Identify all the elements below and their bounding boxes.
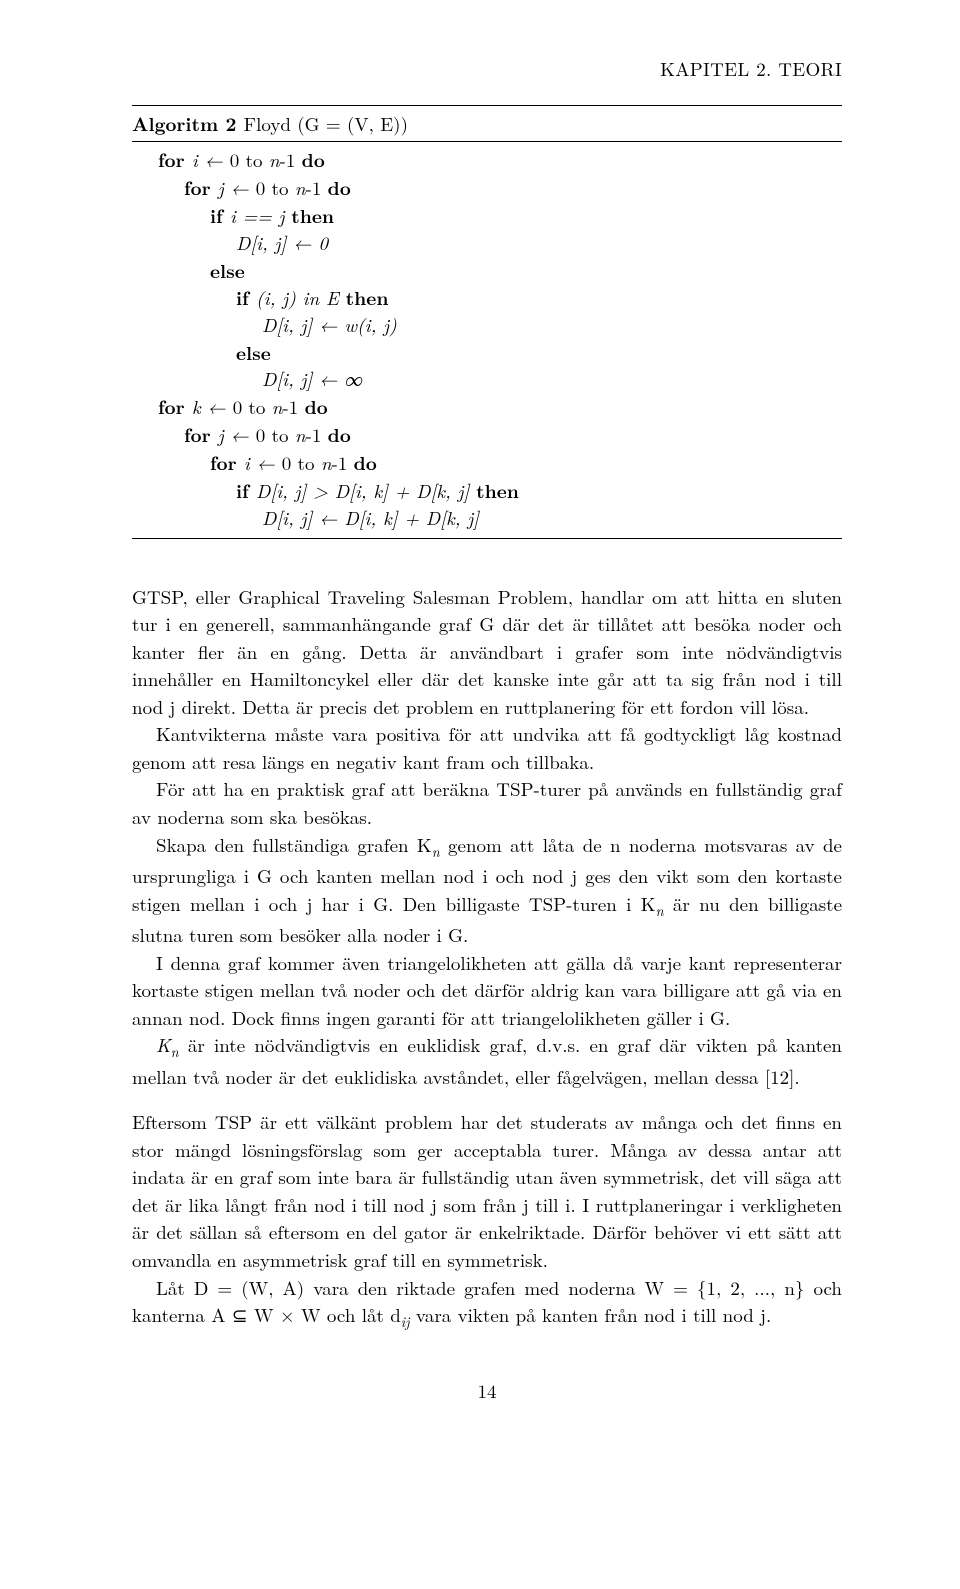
subscript: ij (401, 1312, 410, 1332)
kw-for: for (184, 173, 218, 201)
paragraph: Kantvikterna måste vara positiva för att… (132, 720, 842, 775)
algorithm-body: for i ← 0 to n-1 do for j ← 0 to n-1 do … (132, 146, 842, 532)
algo-var: k ← (192, 393, 233, 420)
algo-line: if i == j then (132, 202, 842, 230)
algorithm-title: Algoritm 2 Floyd (G = (V, E)) (132, 110, 842, 143)
algo-text: -1 (306, 421, 328, 448)
kw-for: for (158, 392, 192, 420)
algo-var: n (295, 421, 306, 448)
kw-for: for (158, 145, 192, 173)
paragraph: Eftersom TSP är ett välkänt problem har … (132, 1108, 842, 1273)
algo-expr: (i, j) in E (256, 284, 346, 311)
chapter-header: KAPITEL 2. TEORI (132, 55, 842, 83)
algo-text: -1 (332, 449, 354, 476)
algo-var: n (321, 449, 332, 476)
kw-if: if (236, 283, 256, 311)
algo-line: D[i, j] ← D[i, k] + D[k, j] (132, 505, 842, 532)
algo-line: if (i, j) in E then (132, 284, 842, 312)
algo-line: else (132, 257, 842, 284)
algo-line: for j ← 0 to n-1 do (132, 174, 842, 202)
algo-text: -1 (280, 146, 302, 173)
page-number: 14 (132, 1377, 842, 1405)
kw-do: do (302, 145, 325, 173)
text-run: Skapa den fullständiga grafen K (156, 831, 432, 858)
algo-title-text: Floyd (G = (V, E)) (244, 110, 408, 137)
text-run: vara vikten på kanten från nod i till no… (410, 1301, 772, 1328)
kw-do: do (354, 448, 377, 476)
algo-text: 0 to (256, 174, 295, 201)
text-run: K (156, 1031, 171, 1058)
algorithm-box: Algoritm 2 Floyd (G = (V, E)) for i ← 0 … (132, 105, 842, 539)
algo-title-prefix: Algoritm 2 (132, 109, 244, 137)
algo-text: -1 (306, 174, 328, 201)
algo-line: if D[i, j] > D[i, k] + D[k, j] then (132, 477, 842, 505)
algo-var: j ← (218, 421, 256, 448)
kw-if: if (210, 201, 230, 229)
kw-for: for (210, 448, 244, 476)
algo-expr: D[i, j] > D[i, k] + D[k, j] (256, 477, 476, 504)
algo-line: for j ← 0 to n-1 do (132, 421, 842, 449)
subscript: n (432, 841, 440, 861)
kw-do: do (305, 392, 328, 420)
algo-text: 0 to (230, 146, 269, 173)
algo-line: for k ← 0 to n-1 do (132, 393, 842, 421)
text-run: är inte nödvändigtvis en euklidisk graf,… (132, 1031, 842, 1089)
algo-text: 0 to (233, 393, 272, 420)
algo-var: j ← (218, 174, 256, 201)
algo-var: n (272, 393, 283, 420)
algo-var: n (269, 146, 280, 173)
algo-line: D[i, j] ← 0 (132, 230, 842, 257)
kw-do: do (328, 420, 351, 448)
kw-do: do (328, 173, 351, 201)
algo-line: else (132, 339, 842, 366)
kw-for: for (184, 420, 218, 448)
kw-if: if (236, 476, 256, 504)
kw-then: then (291, 201, 334, 229)
kw-then: then (476, 476, 519, 504)
algo-text: 0 to (256, 421, 295, 448)
algo-line: D[i, j] ← ∞ (132, 366, 842, 393)
paragraph: GTSP, eller Graphical Traveling Salesman… (132, 583, 842, 721)
algo-var: i ← (244, 449, 282, 476)
paragraph: Skapa den fullständiga grafen Kn genom a… (132, 831, 842, 949)
paragraph: Låt D = (W, A) vara den riktade grafen m… (132, 1274, 842, 1333)
algo-var: i ← (192, 146, 230, 173)
algo-expr: i == j (230, 202, 291, 229)
algo-line: D[i, j] ← w(i, j) (132, 312, 842, 339)
paragraph: Kn är inte nödvändigtvis en euklidisk gr… (132, 1031, 842, 1090)
paragraph: I denna graf kommer även triangelolikhet… (132, 949, 842, 1032)
paragraph: För att ha en praktisk graf att beräkna … (132, 775, 842, 830)
algo-line: for i ← 0 to n-1 do (132, 449, 842, 477)
algo-text: -1 (282, 393, 304, 420)
kw-then: then (346, 283, 389, 311)
subscript: n (171, 1042, 179, 1062)
algo-var: n (295, 174, 306, 201)
algo-text: 0 to (282, 449, 321, 476)
page: KAPITEL 2. TEORI Algoritm 2 Floyd (G = (… (0, 0, 960, 1459)
algo-line: for i ← 0 to n-1 do (132, 146, 842, 174)
subscript: n (656, 900, 664, 920)
